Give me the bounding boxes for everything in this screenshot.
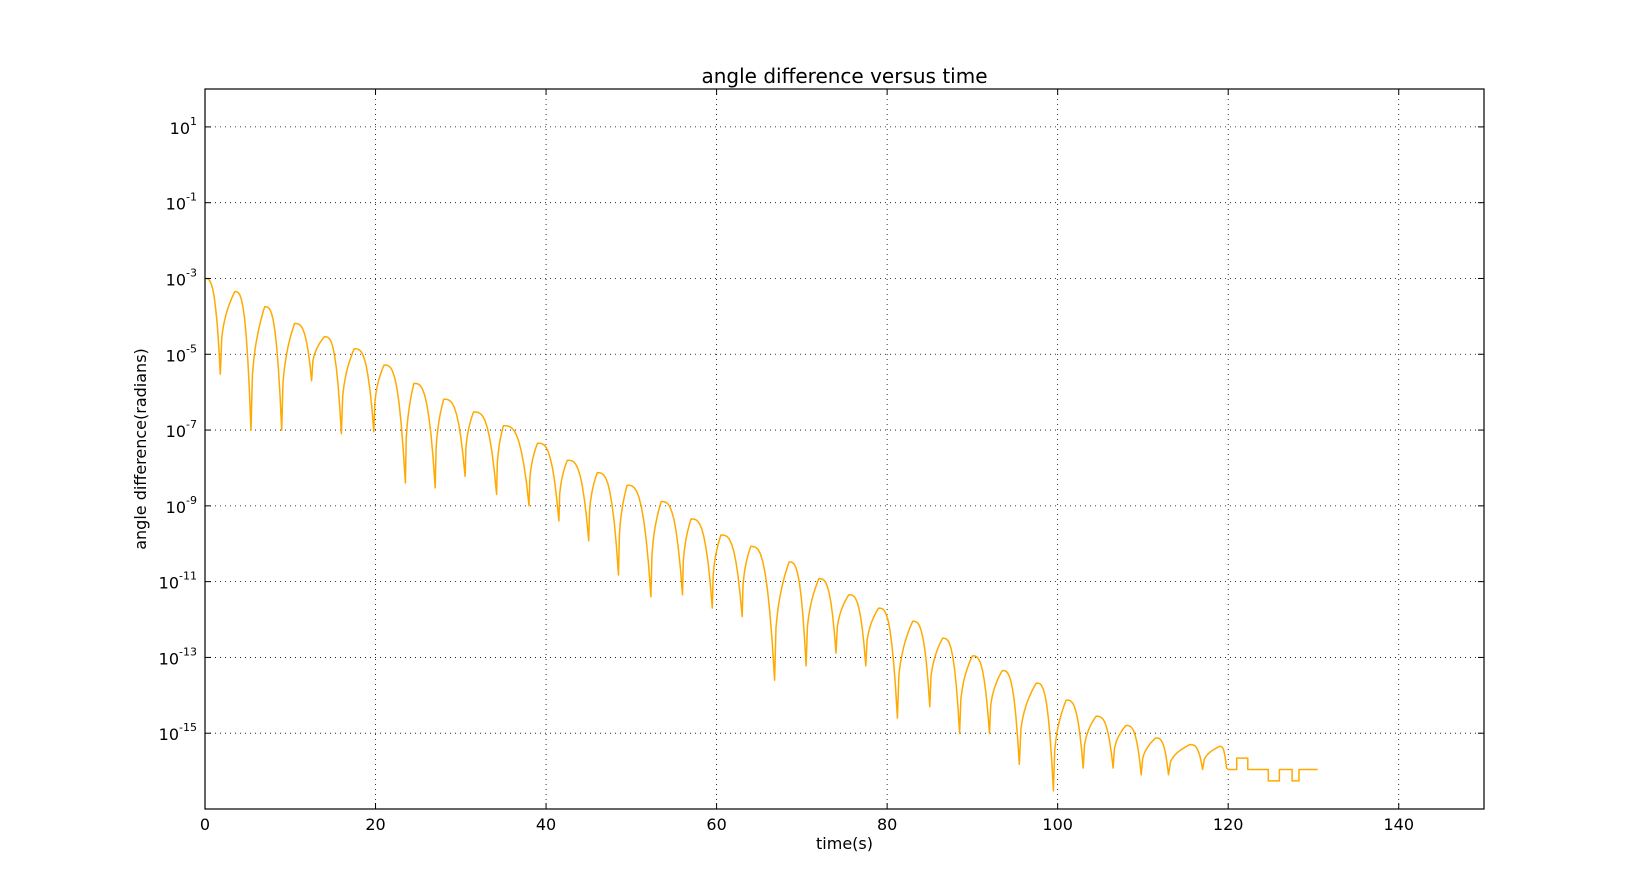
ticks: 0 20 40 60 80 100 120 140 10-15 10-13 10-11 10-9 10-… (159, 89, 1484, 834)
x-tick-label: 0 (200, 815, 210, 834)
x-tick-label: 40 (536, 815, 556, 834)
chart-title: angle difference versus time (701, 64, 987, 88)
grid (205, 89, 1484, 809)
y-tick-label: 10-7 (166, 418, 197, 441)
x-tick-label: 120 (1213, 815, 1244, 834)
x-tick-label: 60 (706, 815, 726, 834)
y-tick-label: 10-9 (166, 494, 197, 517)
x-tick-label: 80 (877, 815, 897, 834)
plot-frame (204, 88, 1485, 810)
y-tick-label: 10-15 (159, 721, 197, 744)
y-axis-label: angle difference(radians) (131, 348, 150, 550)
y-tick-label: 10-11 (159, 570, 197, 593)
y-tick-label: 10-5 (166, 342, 197, 365)
series-line (205, 277, 1318, 792)
y-tick-label: 101 (170, 115, 197, 138)
x-axis-label: time(s) (816, 834, 873, 853)
x-tick-label: 140 (1383, 815, 1414, 834)
plot-area (205, 277, 1318, 792)
x-tick-label: 20 (365, 815, 385, 834)
y-tick-label: 10-3 (166, 266, 197, 289)
y-tick-label: 10-13 (159, 645, 197, 668)
x-tick-label: 100 (1042, 815, 1073, 834)
y-tick-label: 10-1 (166, 191, 197, 214)
